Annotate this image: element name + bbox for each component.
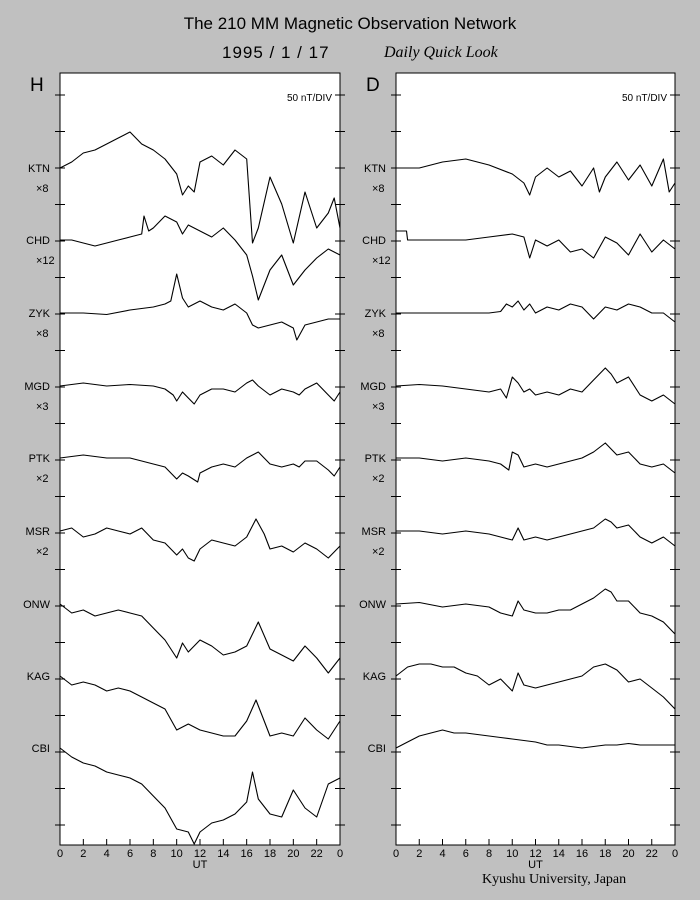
station-label-kag: KAG bbox=[363, 671, 386, 683]
station-multiplier-msr: ×2 bbox=[372, 546, 385, 558]
x-tick-label: 18 bbox=[264, 848, 276, 860]
x-tick-label: 6 bbox=[463, 848, 469, 860]
x-tick-label: 6 bbox=[127, 848, 133, 860]
station-multiplier-zyk: ×8 bbox=[372, 328, 385, 340]
x-tick-label: 2 bbox=[80, 848, 86, 860]
scale-label: 50 nT/DIV bbox=[287, 93, 332, 104]
station-label-cbi: CBI bbox=[32, 743, 50, 755]
x-tick-label: 2 bbox=[416, 848, 422, 860]
panel-frame-d bbox=[395, 72, 676, 846]
footer-credit: Kyushu University, Japan bbox=[482, 872, 627, 887]
series-line-onw bbox=[59, 603, 341, 674]
x-tick-label: 10 bbox=[171, 848, 183, 860]
station-label-chd: CHD bbox=[362, 235, 386, 247]
series-line-ktn bbox=[59, 131, 341, 244]
station-multiplier-ktn: ×8 bbox=[36, 183, 49, 195]
station-label-zyk: ZYK bbox=[29, 308, 51, 320]
series-line-zyk bbox=[396, 300, 676, 323]
station-multiplier-mgd: ×3 bbox=[36, 401, 49, 413]
series-line-ktn bbox=[396, 158, 676, 196]
x-tick-label: 20 bbox=[622, 848, 634, 860]
station-label-zyk: ZYK bbox=[365, 308, 387, 320]
station-label-onw: ONW bbox=[359, 599, 387, 611]
station-label-ptk: PTK bbox=[29, 453, 51, 465]
station-multiplier-zyk: ×8 bbox=[36, 328, 49, 340]
series-line-msr bbox=[59, 518, 341, 562]
panel-frame-h bbox=[59, 72, 341, 846]
station-label-cbi: CBI bbox=[368, 743, 386, 755]
station-label-mgd: MGD bbox=[24, 381, 50, 393]
station-label-msr: MSR bbox=[362, 526, 387, 538]
station-label-onw: ONW bbox=[23, 599, 51, 611]
station-label-kag: KAG bbox=[27, 671, 50, 683]
x-tick-label: 20 bbox=[287, 848, 299, 860]
chart-date: 1995 / 1 / 17 bbox=[222, 43, 330, 62]
station-multiplier-mgd: ×3 bbox=[372, 401, 385, 413]
series-line-cbi bbox=[59, 747, 341, 845]
station-label-ktn: KTN bbox=[28, 163, 50, 175]
x-tick-label: 22 bbox=[646, 848, 658, 860]
panel-label-h: H bbox=[30, 75, 44, 96]
x-tick-label: 4 bbox=[104, 848, 110, 860]
series-line-chd bbox=[396, 230, 676, 259]
station-label-msr: MSR bbox=[26, 526, 51, 538]
x-tick-label: 22 bbox=[311, 848, 323, 860]
station-multiplier-ptk: ×2 bbox=[36, 473, 49, 485]
series-line-zyk bbox=[60, 273, 340, 341]
station-multiplier-chd: ×12 bbox=[372, 255, 391, 267]
series-line-onw bbox=[395, 588, 676, 635]
chart-subtitle: Daily Quick Look bbox=[384, 44, 498, 61]
series-line-ptk bbox=[396, 442, 676, 474]
series-line-msr bbox=[396, 518, 676, 547]
x-tick-label: 0 bbox=[672, 848, 678, 860]
station-label-mgd: MGD bbox=[360, 381, 386, 393]
x-tick-label: 4 bbox=[439, 848, 445, 860]
x-tick-label: 14 bbox=[553, 848, 565, 860]
x-tick-label: 0 bbox=[337, 848, 343, 860]
station-multiplier-msr: ×2 bbox=[36, 546, 49, 558]
series-line-chd bbox=[60, 215, 341, 301]
x-tick-label: 12 bbox=[194, 848, 206, 860]
x-tick-label: 0 bbox=[393, 848, 399, 860]
station-label-chd: CHD bbox=[26, 235, 50, 247]
series-line-mgd bbox=[59, 379, 341, 405]
station-multiplier-chd: ×12 bbox=[36, 255, 55, 267]
x-tick-label: 8 bbox=[486, 848, 492, 860]
x-tick-label: 18 bbox=[599, 848, 611, 860]
series-line-kag bbox=[59, 675, 341, 740]
scale-label: 50 nT/DIV bbox=[622, 93, 667, 104]
x-tick-label: 10 bbox=[506, 848, 518, 860]
x-tick-label: 14 bbox=[217, 848, 229, 860]
station-multiplier-ktn: ×8 bbox=[372, 183, 385, 195]
x-tick-label: 0 bbox=[57, 848, 63, 860]
station-multiplier-ptk: ×2 bbox=[372, 473, 385, 485]
chart-title: The 210 MM Magnetic Observation Network bbox=[183, 14, 517, 33]
x-tick-label: 12 bbox=[529, 848, 541, 860]
station-label-ptk: PTK bbox=[365, 453, 387, 465]
series-line-kag bbox=[395, 663, 676, 710]
station-label-ktn: KTN bbox=[364, 163, 386, 175]
panel-label-d: D bbox=[366, 75, 380, 96]
x-tick-label: 8 bbox=[150, 848, 156, 860]
x-axis-label: UT bbox=[528, 859, 543, 871]
x-axis-label: UT bbox=[193, 859, 208, 871]
x-tick-label: 16 bbox=[241, 848, 253, 860]
series-line-cbi bbox=[395, 729, 675, 749]
x-tick-label: 16 bbox=[576, 848, 588, 860]
series-line-ptk bbox=[59, 451, 341, 483]
series-line-mgd bbox=[395, 367, 676, 405]
